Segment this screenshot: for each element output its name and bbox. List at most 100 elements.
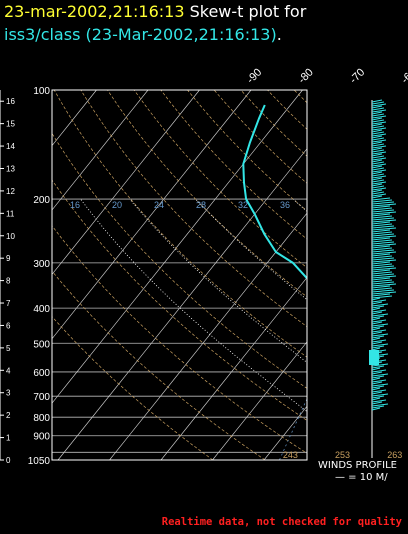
wind-barb — [371, 375, 385, 379]
wind-barb — [371, 331, 383, 335]
wind-barb — [371, 227, 397, 231]
dry-adiabat-line — [401, 90, 408, 460]
height-tick-label: 14 — [6, 142, 15, 151]
wind-barb — [371, 235, 397, 239]
wind-barb — [371, 377, 381, 381]
wind-barb — [371, 169, 387, 173]
wind-barb — [371, 101, 385, 105]
wind-barb — [371, 99, 383, 103]
wind-barb — [371, 259, 397, 263]
wind-barb — [371, 295, 393, 299]
theta-label: 253 — [335, 450, 350, 460]
chart-title-line1: 23-mar-2002,21:16:13 Skew-t plot for — [4, 2, 306, 21]
wind-barb — [371, 233, 395, 237]
wind-barb — [371, 343, 389, 347]
moist-adiabat-label: 28 — [196, 200, 206, 210]
quality-note: Realtime data, not checked for quality — [161, 516, 402, 528]
height-tick-label: 8 — [6, 277, 11, 286]
dry-adiabat-line — [107, 90, 307, 298]
wind-barb — [371, 291, 397, 295]
station-period: . — [276, 25, 282, 44]
wind-barb — [371, 335, 385, 339]
pressure-tick-label: 500 — [33, 339, 50, 350]
wind-barb — [371, 325, 385, 329]
wind-barb — [371, 255, 393, 259]
mixing-ratio-line — [333, 372, 370, 460]
wind-barb — [371, 167, 385, 171]
height-tick-label: 12 — [6, 187, 15, 196]
dry-adiabat-line — [52, 315, 214, 460]
pressure-tick-label: 200 — [33, 195, 50, 206]
wind-barb — [371, 145, 387, 149]
wind-barb — [371, 183, 383, 187]
temperature-top-label: -60 — [399, 66, 408, 86]
height-tick-label: 2 — [6, 411, 11, 420]
wind-barb — [371, 283, 397, 287]
moist-adiabat-label: 16 — [70, 200, 80, 210]
wind-barb — [371, 405, 385, 409]
wind-barb — [371, 201, 395, 205]
wind-barb — [371, 379, 387, 383]
isotherm-line — [52, 90, 149, 211]
wind-barb — [371, 213, 391, 217]
wind-barb — [371, 395, 385, 399]
height-tick-label: 4 — [6, 366, 11, 375]
wind-barb — [371, 241, 395, 245]
height-tick-label: 9 — [6, 254, 11, 263]
wind-barb — [371, 401, 383, 405]
wind-barb — [371, 175, 387, 179]
wind-barb — [371, 105, 383, 109]
wind-barb — [371, 397, 381, 401]
wind-barb — [371, 267, 397, 271]
winds-profile — [369, 99, 397, 458]
wind-barb — [371, 115, 387, 119]
axis-layer: 1002003004005006007008009001050012345678… — [0, 66, 408, 467]
wind-barb — [371, 137, 385, 141]
pressure-tick-label: 800 — [33, 413, 50, 424]
wind-barb — [371, 371, 383, 375]
temperature-top-label: -80 — [296, 66, 316, 86]
wind-barb — [371, 347, 381, 351]
wind-barb — [371, 339, 387, 343]
wind-barb — [371, 257, 395, 261]
theta-label: 243 — [283, 450, 298, 460]
temperature-top-label: -90 — [245, 66, 265, 86]
wind-barb — [371, 383, 389, 387]
wind-barb — [371, 399, 387, 403]
wind-barb — [371, 171, 383, 175]
wind-barb — [371, 253, 391, 257]
wind-barb — [371, 185, 385, 189]
pressure-tick-label: 700 — [33, 392, 50, 403]
dry-adiabat-line — [80, 90, 307, 328]
wind-barb — [371, 269, 391, 273]
wind-barb — [371, 123, 383, 127]
wind-barb — [371, 249, 395, 253]
chart-title-line2: iss3/class (23-Mar-2002,21:16:13). — [4, 25, 282, 44]
isotherm-line — [160, 276, 307, 460]
wind-barb — [371, 327, 381, 331]
wind-barb — [371, 363, 389, 367]
wind-barb — [371, 407, 381, 411]
height-tick-label: 3 — [6, 389, 11, 398]
sounding-datetime: 23-mar-2002,21:16:13 — [4, 2, 185, 21]
wind-barb — [371, 289, 395, 293]
title-suffix: Skew-t plot for — [189, 2, 307, 21]
wind-barb — [371, 109, 387, 113]
wind-barb — [371, 297, 381, 301]
dry-adiabat-line — [321, 90, 408, 460]
wind-barb — [371, 279, 393, 283]
pressure-tick-label: 1050 — [28, 456, 51, 467]
wind-barb — [371, 121, 387, 125]
temperature-top-label: -70 — [348, 66, 368, 86]
wind-barb — [371, 155, 385, 159]
wind-barb — [371, 141, 383, 145]
wind-barb — [371, 103, 387, 107]
wind-barb — [371, 193, 387, 197]
wind-barb — [371, 277, 391, 281]
dry-adiabat-line — [52, 270, 266, 460]
height-tick-label: 0 — [6, 456, 11, 465]
wind-barb — [371, 389, 387, 393]
height-tick-label: 6 — [6, 321, 11, 330]
wind-barb — [371, 195, 383, 199]
